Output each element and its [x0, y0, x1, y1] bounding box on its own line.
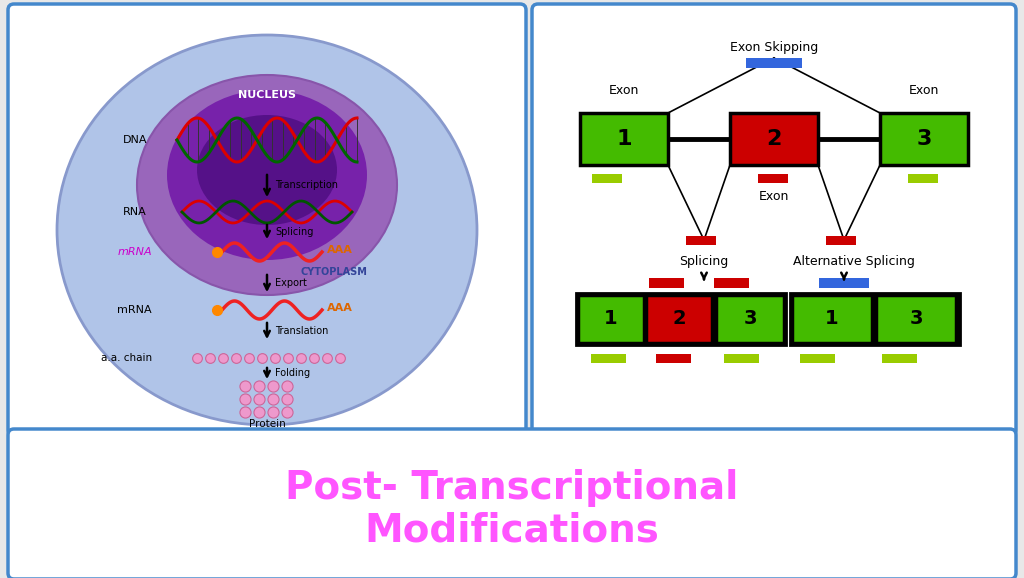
FancyBboxPatch shape	[8, 429, 1016, 578]
Text: a.a. chain: a.a. chain	[101, 353, 152, 363]
Bar	[730, 113, 818, 165]
Text: 2: 2	[672, 309, 686, 328]
Text: Protein: Protein	[249, 419, 286, 429]
Text: 3: 3	[916, 129, 932, 149]
Bar	[649, 278, 684, 288]
Bar	[686, 236, 716, 245]
Bar	[826, 236, 856, 245]
Bar	[591, 354, 626, 363]
Text: AAA: AAA	[327, 245, 353, 255]
Bar	[656, 354, 691, 363]
Text: Alternative Splicing: Alternative Splicing	[793, 255, 914, 269]
Ellipse shape	[137, 75, 397, 295]
Text: Post- Transcriptional: Post- Transcriptional	[286, 469, 738, 507]
Bar	[790, 293, 961, 345]
Bar	[580, 113, 668, 165]
Bar	[908, 174, 938, 183]
Text: Exon: Exon	[759, 191, 790, 203]
Bar	[714, 278, 749, 288]
Text: Translation: Translation	[275, 326, 329, 336]
Bar	[800, 354, 835, 363]
Text: Folding: Folding	[275, 368, 310, 378]
Bar	[578, 295, 644, 343]
Bar	[716, 295, 784, 343]
Bar	[646, 295, 712, 343]
Text: mRNA: mRNA	[118, 247, 152, 257]
Bar	[876, 295, 956, 343]
Bar	[592, 174, 622, 183]
Bar	[758, 174, 788, 183]
Text: 3: 3	[743, 309, 757, 328]
Bar	[792, 295, 872, 343]
Text: Exon: Exon	[609, 84, 639, 98]
Ellipse shape	[167, 90, 367, 260]
Bar	[819, 278, 869, 288]
Text: AAA: AAA	[327, 303, 353, 313]
Text: mRNA: mRNA	[118, 305, 152, 315]
Text: Transcription: Transcription	[275, 180, 338, 190]
Text: Export: Export	[275, 278, 307, 288]
Text: NUCLEUS: NUCLEUS	[238, 90, 296, 100]
Text: 1: 1	[825, 309, 839, 328]
Bar	[880, 113, 968, 165]
Text: Exon: Exon	[909, 84, 939, 98]
Bar	[746, 58, 802, 68]
Text: Exon Skipping: Exon Skipping	[730, 42, 818, 54]
Bar	[724, 354, 759, 363]
Text: DNA: DNA	[123, 135, 147, 145]
Text: CYTOPLASM: CYTOPLASM	[300, 267, 367, 277]
Text: 3: 3	[909, 309, 923, 328]
Bar	[882, 354, 918, 363]
Text: Modifications: Modifications	[365, 511, 659, 549]
FancyBboxPatch shape	[532, 4, 1016, 436]
Text: Splicing: Splicing	[275, 227, 313, 237]
Ellipse shape	[197, 115, 337, 225]
Text: 2: 2	[766, 129, 781, 149]
Bar	[575, 293, 786, 345]
Text: Splicing: Splicing	[679, 255, 729, 269]
Text: RNA: RNA	[123, 207, 147, 217]
Ellipse shape	[57, 35, 477, 425]
Text: 1: 1	[616, 129, 632, 149]
FancyBboxPatch shape	[8, 4, 526, 436]
Text: 1: 1	[604, 309, 617, 328]
